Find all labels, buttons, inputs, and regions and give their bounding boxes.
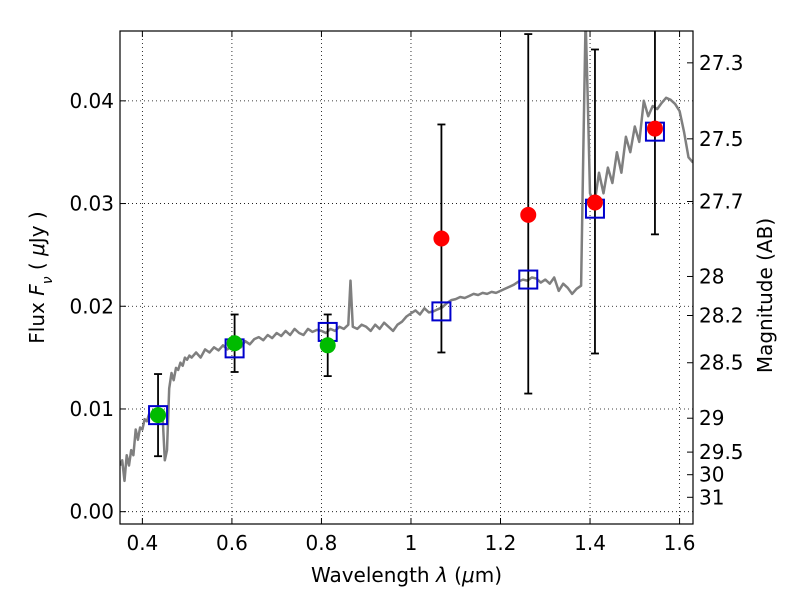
red-data-point (433, 230, 450, 247)
x-tick-label: 0.8 (306, 531, 338, 555)
x-tick-label: 1 (405, 531, 418, 555)
right-tick-label: 27.3 (699, 51, 744, 75)
y-tick-label: 0.04 (69, 89, 114, 113)
points-layer (150, 120, 663, 424)
plot-frame (119, 30, 694, 525)
right-tick-label: 30 (699, 463, 724, 487)
x-tick-label: 0.4 (126, 531, 158, 555)
x-axis-label: Wavelength λ (μm) (311, 563, 502, 587)
red-data-point (520, 206, 537, 223)
y-tick-label: 0.01 (69, 397, 114, 421)
red-data-point (646, 120, 663, 137)
x-tick-labels: 0.4 0.6 0.8 1 1.2 1.4 1.6 (126, 531, 695, 555)
right-tick-label: 27.7 (699, 189, 744, 213)
right-tick-label: 29.5 (699, 440, 744, 464)
right-tick-label: 31 (699, 485, 724, 509)
red-data-point (586, 194, 603, 211)
x-tick-label: 0.6 (216, 531, 248, 555)
y-tick-label: 0.02 (69, 294, 114, 318)
grid (120, 31, 693, 524)
right-tick-label: 27.5 (699, 127, 744, 151)
sed-model-line (120, 31, 693, 483)
x-tick-label: 1.6 (664, 531, 696, 555)
model-bandpass-square (148, 405, 169, 426)
right-tick-label: 28.2 (699, 304, 744, 328)
x-tick-label: 1.4 (574, 531, 606, 555)
sed-layer (120, 31, 693, 483)
right-tick-label: 28.5 (699, 351, 744, 375)
y-axis-label: Flux Fν ( μJy ) (25, 211, 56, 343)
ticks-layer (120, 31, 693, 524)
green-data-point (226, 335, 243, 352)
green-data-point (150, 407, 167, 424)
right-tick-label: 29 (699, 406, 724, 430)
model-bandpass-square (431, 301, 452, 322)
y-tick-label: 0.00 (69, 500, 114, 524)
x-tick-label: 1.2 (485, 531, 517, 555)
model-squares-layer (148, 121, 665, 426)
errorbars-layer (154, 31, 659, 458)
model-bandpass-square (518, 269, 539, 290)
y-tick-labels: 0.00 0.01 0.02 0.03 0.04 (69, 89, 114, 524)
y-tick-label: 0.03 (69, 192, 114, 216)
green-data-point (319, 337, 336, 354)
right-axis-label: Magnitude (AB) (753, 218, 777, 373)
right-tick-label: 28 (699, 264, 724, 288)
